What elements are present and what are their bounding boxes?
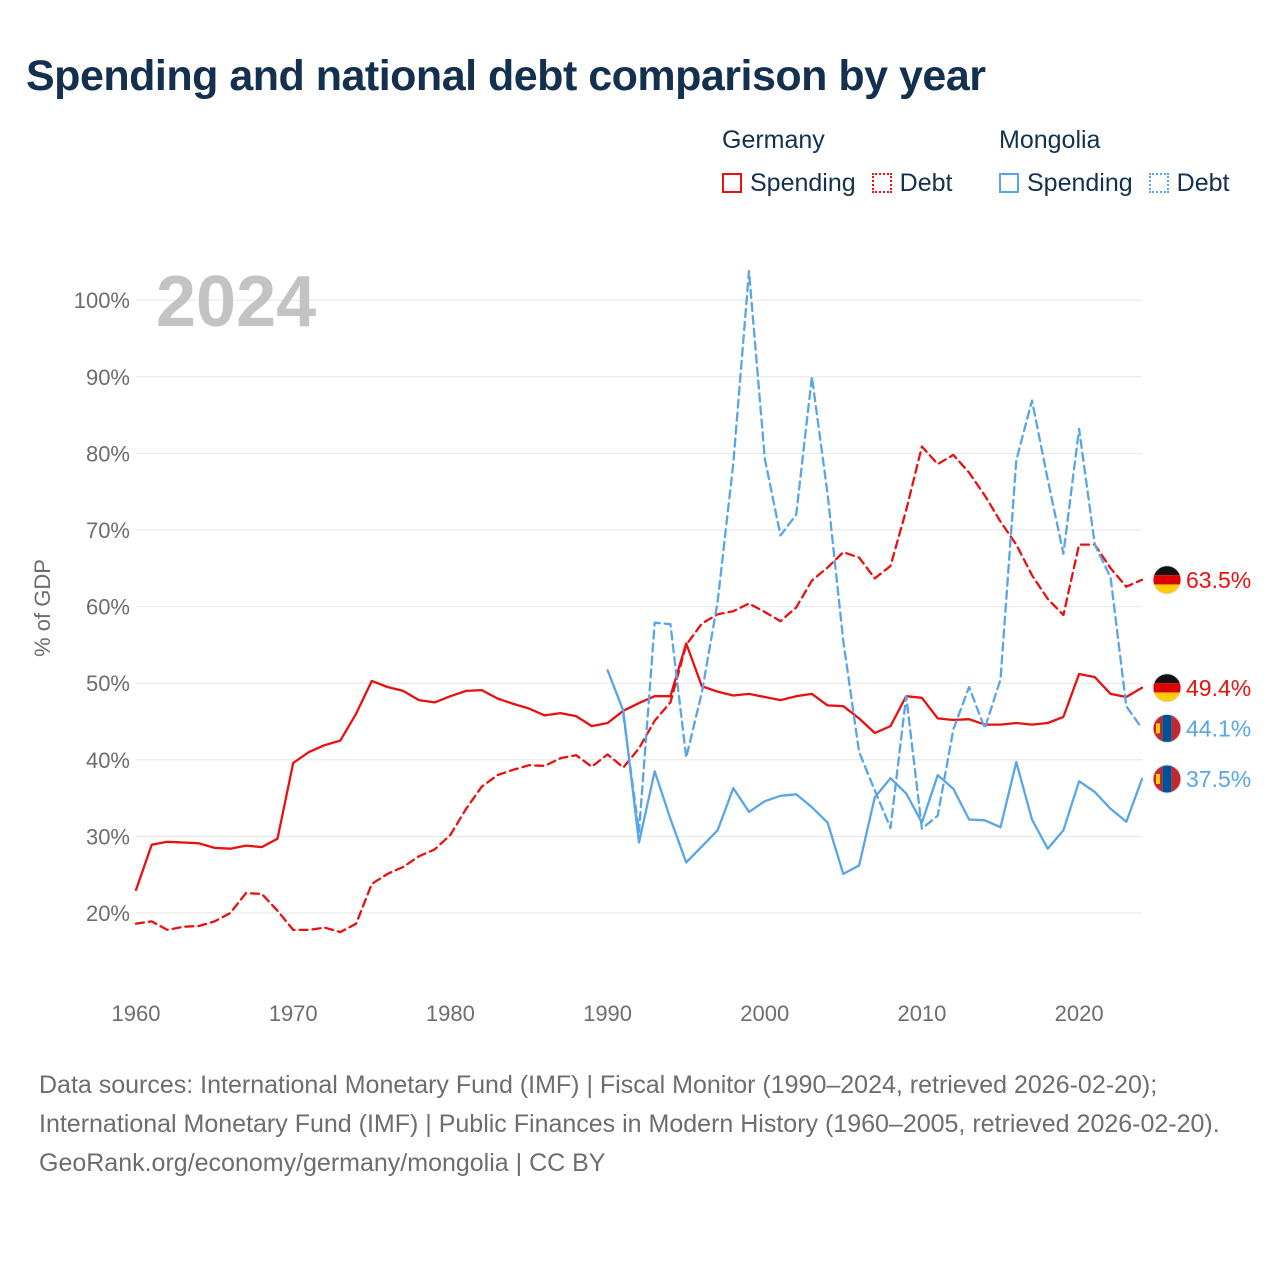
y-tick-label: 40% (86, 748, 130, 773)
y-tick-label: 50% (86, 671, 130, 696)
x-tick-label: 1960 (112, 1001, 161, 1026)
end-value-label: 44.1% (1186, 715, 1251, 741)
series-line-mongolia-spending[interactable] (606, 669, 1144, 876)
legend-country-germany: Germany (722, 126, 825, 154)
end-value-label: 49.4% (1186, 675, 1251, 701)
x-tick-label: 1980 (426, 1001, 475, 1026)
legend-item-germany-debt[interactable]: Debt (871, 169, 953, 197)
legend-group-mongolia: Mongolia Spending Debt (999, 124, 1229, 200)
legend-group-germany: Germany Spending Debt (722, 124, 968, 200)
data-sources: Data sources: International Monetary Fun… (39, 1071, 1220, 1138)
x-tick-label: 1990 (583, 1001, 632, 1026)
legend-item-mongolia-spending[interactable]: Spending (999, 169, 1133, 197)
legend-swatch-solid-icon (999, 173, 1019, 193)
legend-country-mongolia: Mongolia (999, 126, 1101, 154)
legend-swatch-solid-icon (722, 173, 742, 193)
end-value-label: 63.5% (1186, 567, 1251, 593)
mongolia-flag-icon (1152, 764, 1182, 794)
legend-label: Spending (750, 169, 856, 197)
legend-label: Debt (1176, 169, 1230, 197)
y-tick-label: 60% (86, 595, 130, 620)
y-tick-label: 70% (86, 518, 130, 543)
series-line-germany-spending[interactable] (134, 642, 1144, 892)
x-tick-label: 2010 (897, 1001, 946, 1026)
credit-link[interactable]: GeoRank.org/economy/germany/mongolia | C… (39, 1149, 606, 1177)
legend-swatch-dotted-icon (1148, 173, 1169, 193)
x-tick-label: 1970 (269, 1001, 318, 1026)
line-chart: 20% 30% 40% 50% 60% 70% 80% 90% 100% 1960 1970 1980… (30, 262, 1251, 1026)
y-tick-label: 30% (86, 824, 130, 849)
x-tick-label: 2000 (740, 1001, 789, 1026)
mongolia-flag-icon (1152, 713, 1182, 743)
series-line-germany-debt[interactable] (134, 445, 1144, 934)
y-tick-label: 80% (86, 441, 130, 466)
legend-item-mongolia-debt[interactable]: Debt (1148, 169, 1230, 197)
series-line-mongolia-debt[interactable] (622, 269, 1144, 833)
y-axis-title: % of GDP (30, 559, 55, 657)
legend-item-germany-spending[interactable]: Spending (722, 169, 856, 197)
legend-swatch-dotted-icon (871, 173, 892, 193)
year-watermark: 2024 (156, 262, 316, 342)
x-tick-label: 2020 (1055, 1001, 1104, 1026)
page-title: Spending and national debt comparison by… (26, 52, 986, 100)
legend-label: Debt (899, 169, 953, 197)
legend-label: Spending (1027, 169, 1133, 197)
germany-flag-icon (1152, 565, 1182, 595)
y-tick-label: 20% (86, 901, 130, 926)
end-value-label: 37.5% (1186, 766, 1251, 792)
footer: Data sources: International Monetary Fun… (39, 1066, 1239, 1183)
y-tick-label: 100% (74, 288, 130, 313)
y-tick-label: 90% (86, 365, 130, 390)
germany-flag-icon (1152, 673, 1182, 703)
